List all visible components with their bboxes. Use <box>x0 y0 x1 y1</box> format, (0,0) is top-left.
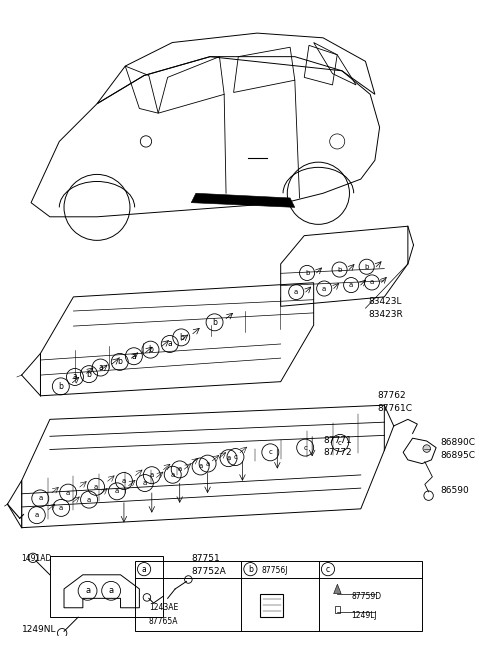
Text: b: b <box>248 565 253 574</box>
Text: a: a <box>35 512 39 518</box>
Text: a: a <box>205 460 210 466</box>
Text: a: a <box>227 455 230 461</box>
Text: b: b <box>305 270 309 276</box>
Text: a: a <box>178 466 182 472</box>
Text: 87759D: 87759D <box>351 592 382 601</box>
Text: 86590: 86590 <box>441 485 469 495</box>
Text: a: a <box>170 472 175 477</box>
Text: b: b <box>337 267 342 272</box>
Text: 1249LJ: 1249LJ <box>351 611 377 620</box>
Text: b: b <box>212 318 217 327</box>
Polygon shape <box>191 193 295 208</box>
Text: c: c <box>268 449 272 455</box>
Text: a: a <box>143 480 147 486</box>
Text: c: c <box>303 445 307 451</box>
Text: a: a <box>108 586 114 595</box>
Text: c: c <box>234 454 238 460</box>
Text: a: a <box>72 373 77 381</box>
Text: a: a <box>322 286 326 291</box>
Text: a: a <box>59 505 63 511</box>
Text: a: a <box>115 489 119 495</box>
Text: a: a <box>294 289 299 295</box>
Text: 1491AD: 1491AD <box>22 554 52 563</box>
Text: 87772: 87772 <box>323 448 352 457</box>
Text: 83423L: 83423L <box>368 297 402 306</box>
Text: 86895C: 86895C <box>441 451 476 460</box>
Bar <box>335 606 340 614</box>
Text: b: b <box>117 358 122 366</box>
Text: c: c <box>338 440 342 446</box>
Text: 83423R: 83423R <box>368 310 403 319</box>
Text: 87761C: 87761C <box>378 403 413 413</box>
Text: b: b <box>86 369 91 379</box>
Text: a: a <box>168 339 172 348</box>
Text: a: a <box>199 464 203 470</box>
Text: 87762: 87762 <box>378 391 407 400</box>
Text: b: b <box>148 345 153 354</box>
Bar <box>135 561 422 631</box>
Bar <box>260 593 283 617</box>
Text: c: c <box>326 565 330 574</box>
Text: 87765A: 87765A <box>149 618 178 626</box>
Text: a: a <box>38 495 42 502</box>
Text: a: a <box>150 472 154 478</box>
Bar <box>50 556 163 617</box>
Text: 1249NL: 1249NL <box>22 625 56 634</box>
Text: b: b <box>179 333 184 342</box>
Text: a: a <box>142 565 146 574</box>
Text: b: b <box>59 382 63 391</box>
Text: a: a <box>94 484 98 490</box>
Text: 87751: 87751 <box>191 554 220 563</box>
Text: a: a <box>370 280 374 286</box>
Text: a: a <box>122 478 126 484</box>
Polygon shape <box>334 584 341 593</box>
Text: b: b <box>364 264 369 270</box>
Text: 87752A: 87752A <box>191 567 226 576</box>
Text: 86890C: 86890C <box>441 438 476 447</box>
Text: a: a <box>85 586 90 595</box>
Text: a: a <box>87 496 91 502</box>
Text: 87756J: 87756J <box>262 565 288 574</box>
Circle shape <box>423 445 431 453</box>
Text: a: a <box>98 363 103 372</box>
Text: a: a <box>66 489 70 496</box>
Text: 87771: 87771 <box>323 436 352 445</box>
Text: a: a <box>349 282 353 288</box>
Text: 1243AE: 1243AE <box>149 603 178 612</box>
Text: a: a <box>132 352 136 361</box>
